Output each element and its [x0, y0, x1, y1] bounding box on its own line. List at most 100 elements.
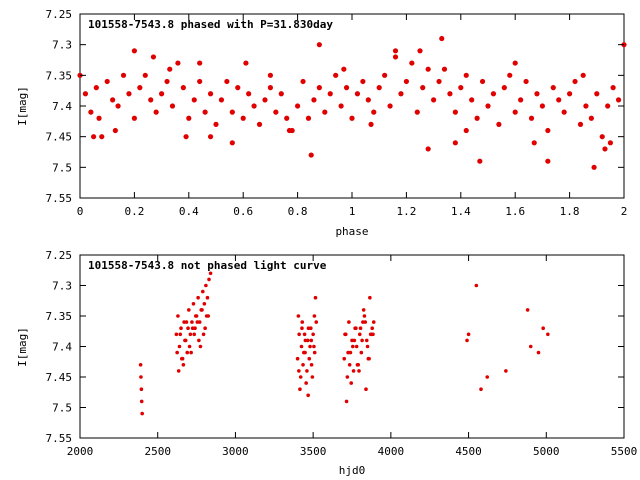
data-point	[368, 121, 374, 127]
data-point	[357, 369, 361, 373]
data-point	[224, 78, 230, 85]
data-point	[197, 78, 203, 85]
data-point	[137, 85, 143, 91]
data-point	[370, 326, 375, 331]
data-point	[267, 85, 273, 91]
x-tick-label: 3000	[222, 445, 249, 458]
data-point	[309, 363, 314, 367]
data-point	[392, 54, 399, 60]
data-point	[201, 332, 206, 337]
data-point	[490, 91, 497, 97]
data-point	[545, 127, 551, 134]
data-point	[485, 375, 490, 379]
data-point	[567, 91, 573, 97]
data-point	[175, 60, 181, 66]
data-point	[364, 387, 368, 392]
y-tick-label: 7.55	[46, 192, 73, 205]
data-point	[153, 109, 159, 115]
data-point	[458, 85, 464, 91]
data-point	[403, 78, 409, 85]
y-tick-label: 7.3	[52, 39, 72, 52]
x-tick-label: 1	[349, 205, 356, 218]
data-point	[176, 369, 181, 373]
x-ticks: 0 0.2 0.4 0.6 0.8 1 1.2 1.4 1.6 1.8 2	[77, 14, 627, 218]
data-point	[338, 103, 344, 109]
data-point	[208, 271, 213, 276]
plot-title: 101558-7543.8 not phased light curve	[88, 259, 327, 272]
data-point	[602, 146, 608, 152]
data-point	[512, 60, 518, 66]
data-point	[550, 85, 556, 91]
data-point	[120, 72, 127, 78]
data-point	[311, 97, 317, 103]
data-point	[355, 363, 360, 367]
data-point	[343, 85, 350, 91]
data-point	[300, 326, 304, 331]
x-axis-label: hjd0	[339, 464, 366, 477]
data-point	[369, 332, 374, 337]
data-point	[309, 326, 313, 331]
data-point	[131, 48, 137, 54]
data-point	[523, 78, 529, 85]
y-tick-label: 7.25	[46, 8, 73, 21]
data-point	[297, 332, 301, 337]
data-point	[577, 121, 584, 127]
x-tick-label: 2000	[67, 445, 94, 458]
data-point	[240, 115, 246, 121]
data-point	[198, 344, 203, 349]
data-point	[251, 103, 257, 109]
y-tick-label: 7.4	[52, 341, 72, 354]
x-tick-label: 1.6	[505, 205, 525, 218]
data-point	[580, 72, 586, 78]
data-point	[349, 381, 354, 385]
y-ticks: 7.25 7.3 7.35 7.4 7.45 7.5 7.55	[46, 8, 624, 205]
data-point	[299, 344, 304, 349]
data-point	[447, 91, 453, 97]
data-point	[465, 338, 469, 343]
data-point	[204, 283, 208, 288]
data-point	[142, 72, 148, 78]
y-tick-label: 7.5	[52, 402, 72, 415]
data-point	[327, 91, 333, 97]
data-point	[507, 72, 513, 78]
data-point	[298, 375, 303, 379]
data-point	[193, 314, 198, 318]
data-point	[350, 344, 355, 349]
data-point	[200, 308, 204, 312]
x-tick-label: 5500	[611, 445, 638, 458]
data-point	[256, 121, 263, 127]
data-point	[539, 103, 546, 109]
data-point	[180, 85, 186, 91]
data-point	[528, 115, 535, 121]
y-tick-label: 7.45	[46, 371, 73, 384]
y-tick-label: 7.55	[46, 432, 73, 445]
data-point	[316, 85, 322, 91]
data-point	[82, 91, 89, 97]
data-point	[187, 308, 191, 312]
data-point	[297, 369, 301, 373]
data-point	[126, 91, 132, 97]
data-point	[360, 338, 364, 343]
data-point	[322, 109, 328, 115]
data-point	[305, 115, 312, 121]
x-tick-label: 1.8	[560, 205, 580, 218]
x-tick-label: 2500	[144, 445, 171, 458]
data-point	[200, 289, 205, 294]
data-point	[192, 332, 197, 337]
data-point	[351, 369, 356, 373]
data-point	[358, 326, 363, 331]
data-point	[545, 158, 551, 164]
data-point	[474, 283, 479, 288]
data-point	[485, 103, 491, 109]
data-point	[303, 350, 307, 355]
data-point	[572, 78, 578, 85]
data-point	[425, 66, 431, 72]
data-point	[382, 72, 388, 78]
y-tick-label: 7.3	[52, 280, 72, 293]
data-point	[186, 326, 190, 331]
data-point	[452, 140, 458, 146]
data-point	[181, 363, 186, 367]
data-point	[376, 85, 382, 91]
data-point	[295, 356, 300, 361]
